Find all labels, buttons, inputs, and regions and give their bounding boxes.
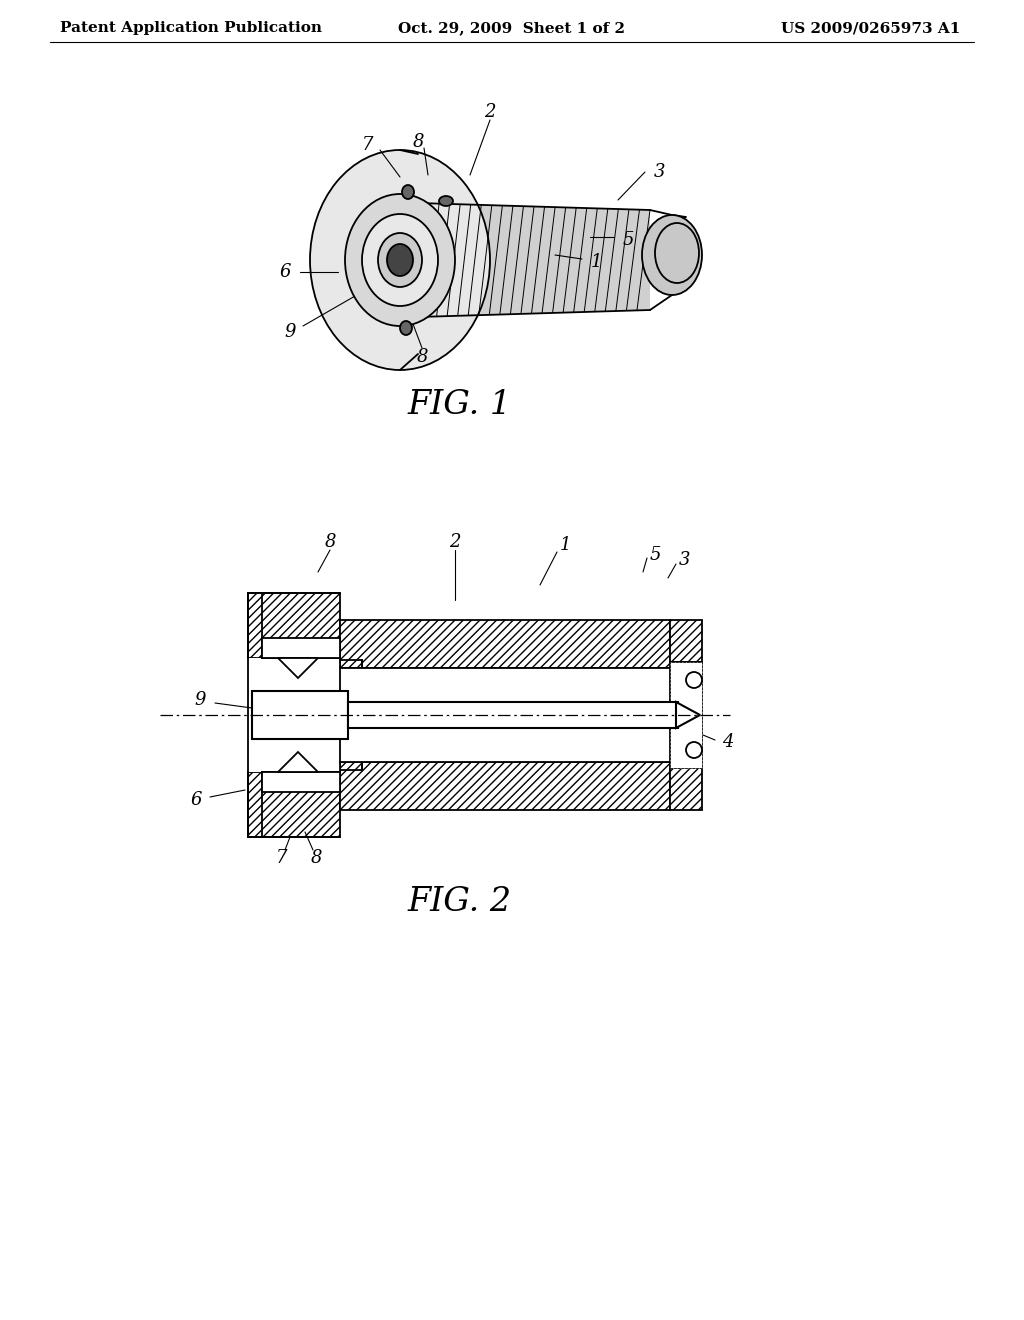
Bar [670, 663, 702, 768]
Text: 7: 7 [276, 849, 288, 867]
Bar [248, 593, 340, 657]
Ellipse shape [310, 150, 490, 370]
Text: US 2009/0265973 A1: US 2009/0265973 A1 [780, 21, 961, 36]
Ellipse shape [362, 214, 438, 306]
Text: 8: 8 [310, 849, 322, 867]
Text: FIG. 2: FIG. 2 [408, 886, 512, 917]
Bar [670, 768, 702, 810]
Bar [262, 772, 340, 792]
Text: 3: 3 [679, 550, 691, 569]
Polygon shape [676, 702, 700, 729]
Text: 6: 6 [190, 791, 202, 809]
Text: 9: 9 [195, 690, 206, 709]
Ellipse shape [439, 195, 453, 206]
Text: 5: 5 [623, 231, 634, 249]
Bar [248, 772, 340, 837]
Text: 1: 1 [590, 253, 602, 271]
Ellipse shape [402, 185, 414, 199]
Bar [340, 668, 670, 762]
Bar [348, 702, 678, 729]
Text: 3: 3 [654, 162, 666, 181]
Bar [340, 660, 362, 668]
Text: 4: 4 [722, 733, 734, 751]
Ellipse shape [378, 234, 422, 286]
Text: 6: 6 [280, 263, 291, 281]
Polygon shape [278, 752, 318, 772]
Text: 1: 1 [559, 536, 570, 554]
Text: 5: 5 [649, 546, 660, 564]
Text: 2: 2 [450, 533, 461, 550]
Ellipse shape [387, 244, 413, 276]
Ellipse shape [400, 321, 412, 335]
Polygon shape [278, 657, 318, 678]
Bar [340, 762, 670, 810]
Text: 8: 8 [413, 133, 424, 150]
Polygon shape [418, 203, 650, 317]
Bar [670, 620, 702, 663]
Text: Patent Application Publication: Patent Application Publication [60, 21, 322, 36]
Bar [340, 620, 670, 668]
Text: Oct. 29, 2009  Sheet 1 of 2: Oct. 29, 2009 Sheet 1 of 2 [398, 21, 626, 36]
Ellipse shape [642, 215, 702, 294]
Bar [340, 762, 362, 770]
Ellipse shape [345, 194, 455, 326]
Text: 8: 8 [416, 348, 428, 366]
Text: FIG. 1: FIG. 1 [408, 389, 512, 421]
Text: 2: 2 [484, 103, 496, 121]
Text: 7: 7 [362, 136, 374, 154]
Bar [262, 638, 340, 657]
Bar [252, 690, 348, 739]
Text: 8: 8 [325, 533, 336, 550]
Bar [248, 657, 340, 772]
Text: 9: 9 [285, 323, 296, 341]
